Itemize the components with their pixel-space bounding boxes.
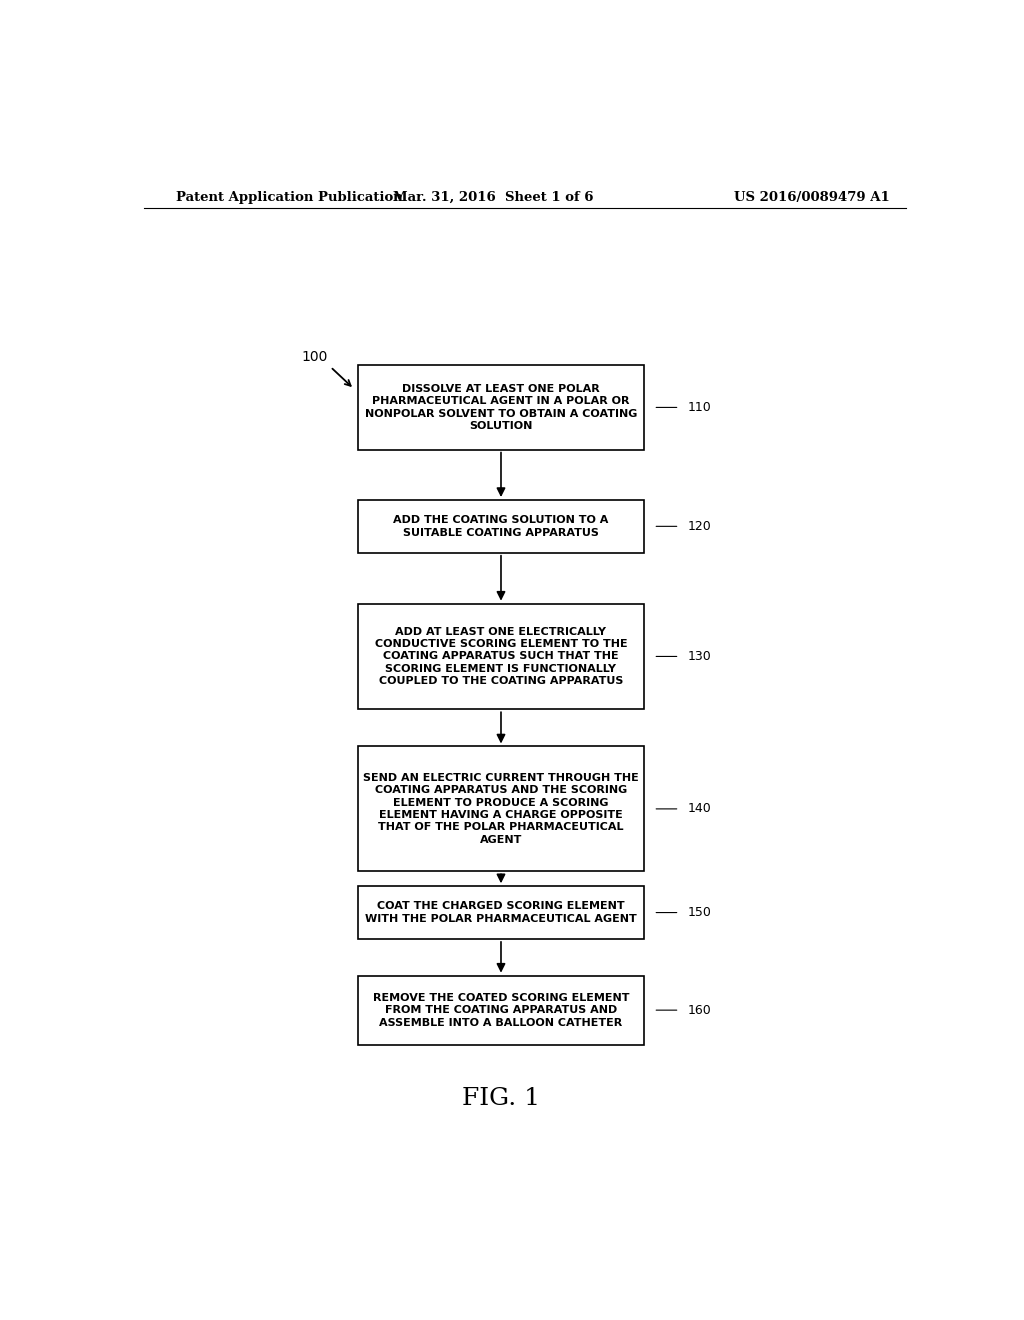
Text: SEND AN ELECTRIC CURRENT THROUGH THE
COATING APPARATUS AND THE SCORING
ELEMENT T: SEND AN ELECTRIC CURRENT THROUGH THE COA… [364, 774, 639, 845]
FancyBboxPatch shape [358, 886, 644, 939]
Text: US 2016/0089479 A1: US 2016/0089479 A1 [734, 191, 890, 205]
FancyBboxPatch shape [358, 746, 644, 871]
Text: 110: 110 [687, 401, 712, 414]
FancyBboxPatch shape [358, 366, 644, 450]
Text: Patent Application Publication: Patent Application Publication [176, 191, 402, 205]
Text: 140: 140 [687, 803, 712, 816]
FancyBboxPatch shape [358, 603, 644, 709]
Text: 150: 150 [687, 906, 712, 919]
Text: 160: 160 [687, 1003, 712, 1016]
Text: Mar. 31, 2016  Sheet 1 of 6: Mar. 31, 2016 Sheet 1 of 6 [393, 191, 593, 205]
Text: 130: 130 [687, 649, 712, 663]
Text: 100: 100 [301, 350, 328, 363]
Text: REMOVE THE COATED SCORING ELEMENT
FROM THE COATING APPARATUS AND
ASSEMBLE INTO A: REMOVE THE COATED SCORING ELEMENT FROM T… [373, 993, 629, 1027]
Text: DISSOLVE AT LEAST ONE POLAR
PHARMACEUTICAL AGENT IN A POLAR OR
NONPOLAR SOLVENT : DISSOLVE AT LEAST ONE POLAR PHARMACEUTIC… [365, 384, 637, 432]
Text: 120: 120 [687, 520, 712, 533]
FancyBboxPatch shape [358, 500, 644, 553]
Text: ADD THE COATING SOLUTION TO A
SUITABLE COATING APPARATUS: ADD THE COATING SOLUTION TO A SUITABLE C… [393, 515, 608, 537]
Text: ADD AT LEAST ONE ELECTRICALLY
CONDUCTIVE SCORING ELEMENT TO THE
COATING APPARATU: ADD AT LEAST ONE ELECTRICALLY CONDUCTIVE… [375, 627, 628, 686]
FancyBboxPatch shape [358, 975, 644, 1044]
Text: FIG. 1: FIG. 1 [462, 1088, 540, 1110]
Text: COAT THE CHARGED SCORING ELEMENT
WITH THE POLAR PHARMACEUTICAL AGENT: COAT THE CHARGED SCORING ELEMENT WITH TH… [366, 902, 637, 924]
